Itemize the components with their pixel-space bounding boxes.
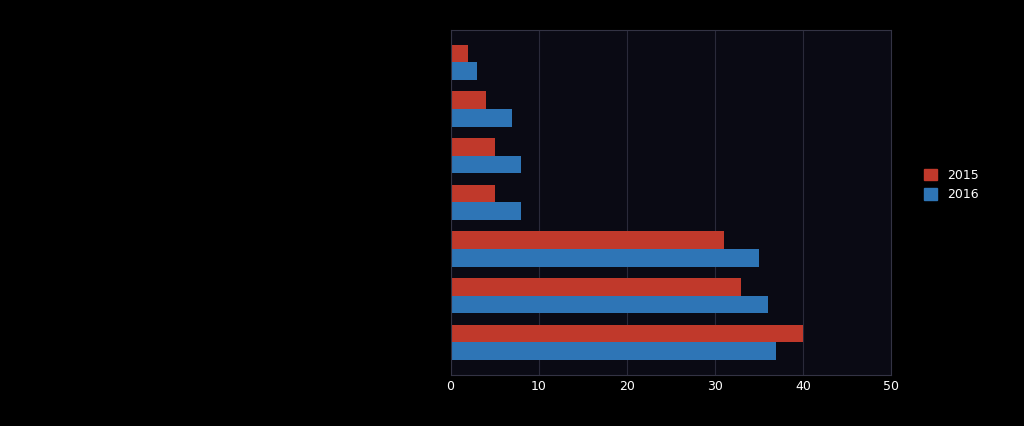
Bar	[451, 278, 741, 296]
Bar	[451, 342, 776, 360]
Bar	[451, 296, 768, 314]
Bar	[451, 325, 803, 342]
Bar	[451, 249, 759, 267]
Bar	[451, 231, 724, 249]
Bar	[451, 138, 495, 156]
Bar	[451, 63, 477, 80]
Bar	[451, 109, 512, 127]
Bar	[451, 184, 495, 202]
Bar	[451, 156, 521, 173]
Legend: 2015, 2016: 2015, 2016	[920, 164, 983, 206]
Bar	[451, 45, 468, 63]
Bar	[451, 91, 485, 109]
Bar	[451, 202, 521, 220]
